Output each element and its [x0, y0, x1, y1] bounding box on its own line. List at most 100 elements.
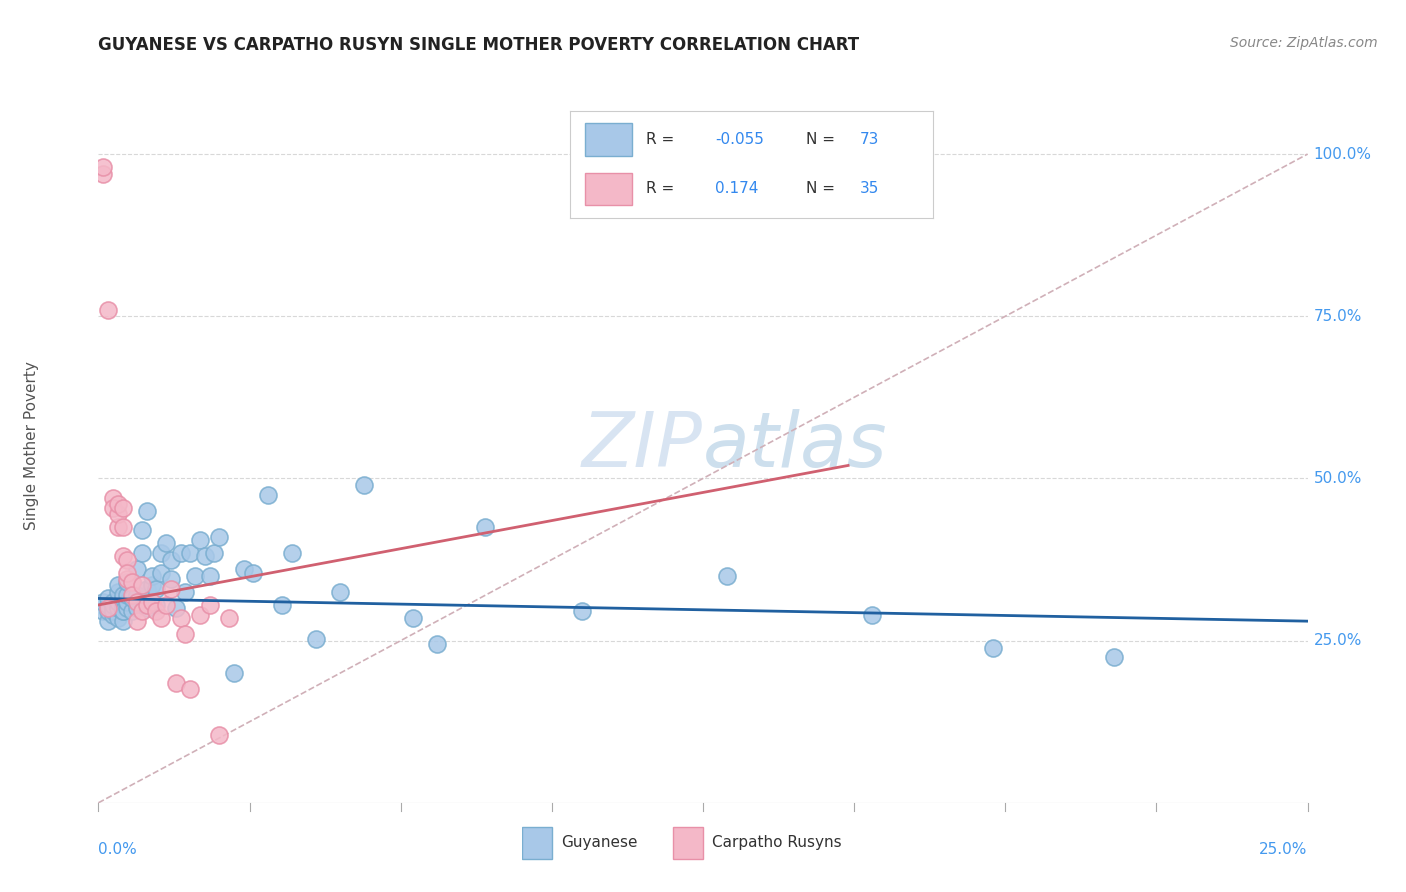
Text: 50.0%: 50.0% — [1313, 471, 1362, 486]
Point — [198, 568, 221, 582]
Point — [107, 520, 129, 534]
Point — [131, 604, 153, 618]
Point — [121, 591, 143, 606]
Point — [107, 611, 129, 625]
Point — [256, 488, 278, 502]
Point — [111, 604, 134, 618]
Point — [242, 566, 264, 580]
Point — [150, 546, 173, 560]
Point — [194, 549, 217, 564]
Text: Guyanese: Guyanese — [561, 836, 637, 850]
Point — [111, 591, 134, 606]
Point — [101, 607, 124, 622]
Point — [150, 566, 173, 580]
Bar — [585, 173, 631, 205]
Point — [91, 595, 114, 609]
Point — [121, 604, 143, 618]
Point — [127, 601, 149, 615]
Point — [145, 598, 167, 612]
Text: Source: ZipAtlas.com: Source: ZipAtlas.com — [1230, 36, 1378, 50]
Point — [160, 582, 183, 596]
Point — [121, 575, 143, 590]
Point — [271, 598, 294, 612]
Point — [305, 632, 328, 647]
Text: 73: 73 — [860, 132, 880, 147]
Point — [169, 546, 191, 560]
Point — [131, 578, 153, 592]
Point — [121, 588, 143, 602]
Point — [101, 595, 124, 609]
Bar — [522, 828, 551, 858]
Point — [111, 604, 134, 618]
Point — [101, 598, 124, 612]
Point — [117, 572, 139, 586]
Text: 0.174: 0.174 — [716, 181, 758, 196]
Point — [111, 588, 134, 602]
Point — [155, 598, 177, 612]
Point — [198, 598, 221, 612]
Point — [131, 546, 153, 560]
Point — [117, 588, 139, 602]
Point — [97, 614, 120, 628]
Point — [127, 595, 149, 609]
Point — [208, 728, 231, 742]
Point — [111, 500, 134, 515]
Text: Carpatho Rusyns: Carpatho Rusyns — [711, 836, 842, 850]
Text: 100.0%: 100.0% — [1313, 146, 1372, 161]
Point — [107, 601, 129, 615]
Point — [281, 546, 304, 560]
Point — [145, 582, 167, 596]
Point — [474, 520, 496, 534]
Point — [1102, 649, 1125, 664]
Point — [135, 504, 157, 518]
Point — [107, 578, 129, 592]
Point — [117, 595, 139, 609]
Point — [135, 601, 157, 615]
Point — [107, 497, 129, 511]
Point — [141, 595, 163, 609]
Point — [101, 601, 124, 615]
Point — [135, 598, 157, 612]
Point — [141, 578, 163, 592]
Point — [107, 595, 129, 609]
Point — [402, 611, 425, 625]
Point — [169, 611, 191, 625]
Point — [353, 478, 375, 492]
Point — [97, 604, 120, 618]
Point — [174, 627, 197, 641]
Text: -0.055: -0.055 — [716, 132, 763, 147]
Text: GUYANESE VS CARPATHO RUSYN SINGLE MOTHER POVERTY CORRELATION CHART: GUYANESE VS CARPATHO RUSYN SINGLE MOTHER… — [98, 36, 859, 54]
Point — [111, 598, 134, 612]
Point — [155, 536, 177, 550]
Point — [117, 575, 139, 590]
Point — [127, 588, 149, 602]
Point — [127, 614, 149, 628]
Point — [91, 604, 114, 618]
Point — [101, 491, 124, 505]
Point — [91, 167, 114, 181]
Point — [101, 604, 124, 618]
Point — [101, 500, 124, 515]
Point — [160, 572, 183, 586]
Point — [141, 568, 163, 582]
Point — [165, 675, 187, 690]
Point — [97, 591, 120, 606]
Text: N =: N = — [806, 132, 835, 147]
Point — [97, 601, 120, 615]
Point — [232, 562, 254, 576]
Point — [135, 582, 157, 596]
Point — [426, 637, 449, 651]
Point — [97, 598, 120, 612]
Point — [117, 566, 139, 580]
Text: R =: R = — [647, 132, 675, 147]
Point — [121, 575, 143, 590]
Point — [981, 641, 1004, 656]
Point — [117, 601, 139, 615]
Point — [179, 682, 201, 697]
Point — [107, 507, 129, 521]
Point — [107, 585, 129, 599]
Text: 25.0%: 25.0% — [1313, 633, 1362, 648]
Point — [117, 552, 139, 566]
Point — [208, 530, 231, 544]
Point — [131, 524, 153, 538]
